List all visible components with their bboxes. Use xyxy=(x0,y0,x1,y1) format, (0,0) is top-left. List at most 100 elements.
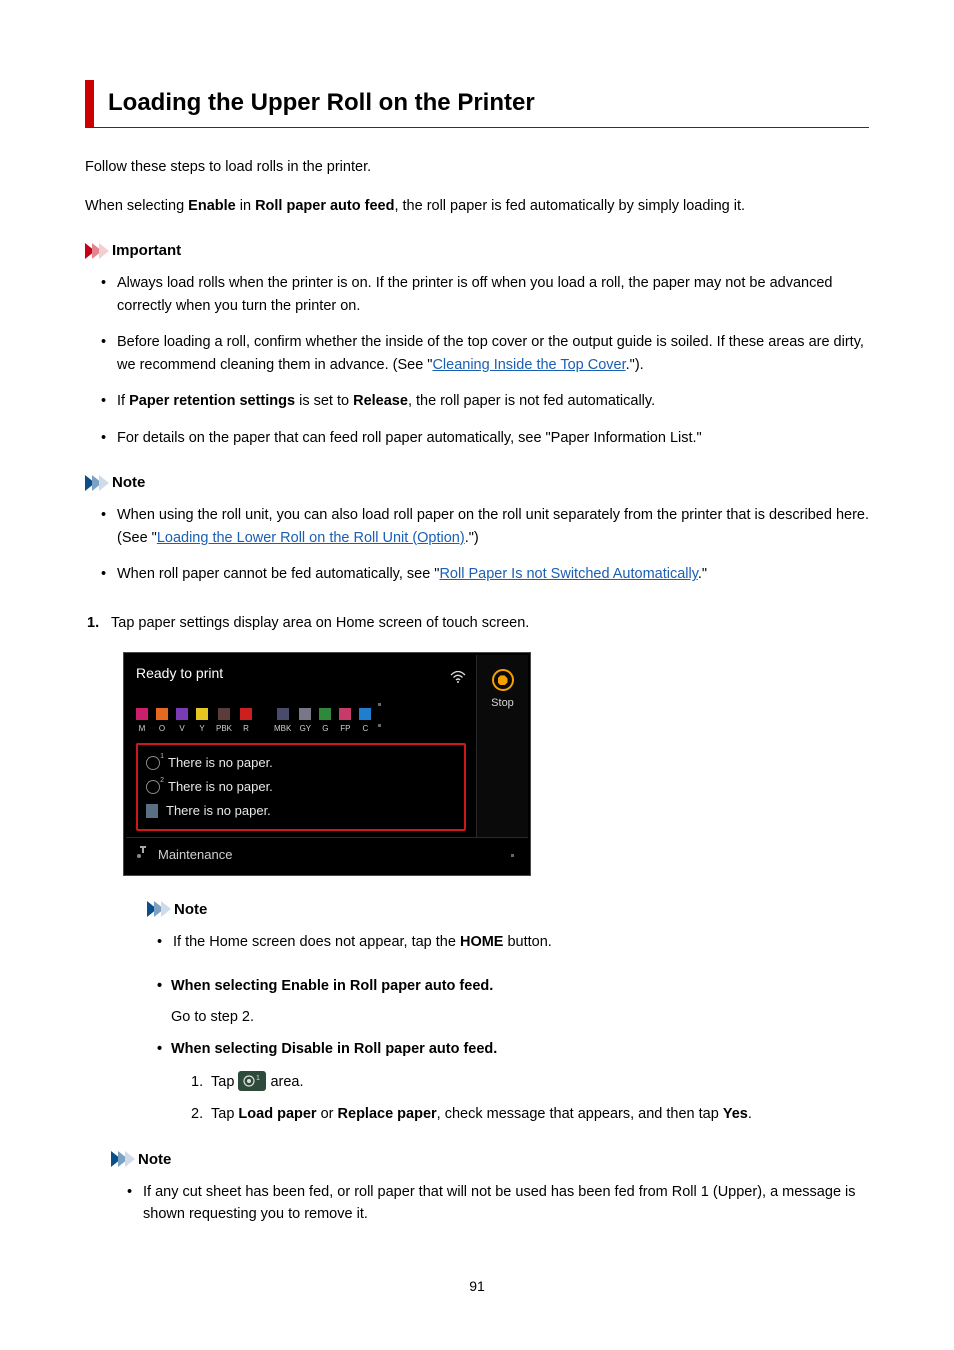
ink-swatch: GY xyxy=(299,708,311,735)
text: is set to xyxy=(295,393,353,409)
note-label: Note xyxy=(112,471,145,494)
touchscreen-screenshot: Ready to print MOVY PBK R MBK GY G FP C xyxy=(123,652,531,875)
text: Tap xyxy=(211,1106,238,1122)
step-number: 1. xyxy=(87,612,99,634)
roll1-pill-icon: 1 xyxy=(238,1071,266,1091)
important-list: Always load rolls when the printer is on… xyxy=(85,272,869,449)
ink-group-2: MBK GY G FP C xyxy=(274,708,371,735)
important-chevrons-icon xyxy=(85,243,106,259)
inner-num: 1. xyxy=(191,1071,203,1093)
text: When selecting xyxy=(85,198,188,214)
bold: Release xyxy=(353,393,408,409)
inner-step-1: 1. Tap 1 area. xyxy=(191,1071,869,1093)
ink-swatch: O xyxy=(156,708,168,735)
inner-step-2: 2. Tap Load paper or Replace paper, chec… xyxy=(191,1103,869,1125)
page-title: Loading the Upper Roll on the Printer xyxy=(108,84,869,121)
important-item: Always load rolls when the printer is on… xyxy=(101,272,869,317)
note-chevrons-icon xyxy=(85,475,106,491)
maintenance-label: Maintenance xyxy=(158,845,232,865)
text: button. xyxy=(503,934,551,950)
ink-swatch: FP xyxy=(339,708,351,735)
text: ." xyxy=(698,566,707,582)
note2-list: If the Home screen does not appear, tap … xyxy=(147,931,869,953)
ink-swatch: M xyxy=(136,708,148,735)
note-label: Note xyxy=(174,898,207,921)
text: If the Home screen does not appear, tap … xyxy=(173,934,460,950)
note3-list: If any cut sheet has been fed, or roll p… xyxy=(111,1181,869,1226)
note-item: When roll paper cannot be fed automatica… xyxy=(101,563,869,585)
important-item: If Paper retention settings is set to Re… xyxy=(101,390,869,412)
page-title-block: Loading the Upper Roll on the Printer xyxy=(85,80,869,128)
step-1: 1. Tap paper settings display area on Ho… xyxy=(87,612,869,1226)
paper-row-2: 2 There is no paper. xyxy=(146,775,456,799)
important-header: Important xyxy=(85,239,869,262)
paper-1-text: There is no paper. xyxy=(168,753,273,773)
ink-swatch: Y xyxy=(196,708,208,735)
wifi-icon xyxy=(450,668,466,680)
maintenance-icon xyxy=(136,845,150,865)
stop-icon xyxy=(492,669,514,691)
paper-row-1: 1 There is no paper. xyxy=(146,751,456,775)
page-number: 91 xyxy=(85,1276,869,1298)
sub-bullets: When selecting Enable in Roll paper auto… xyxy=(147,975,869,1125)
scr-side-dots xyxy=(375,695,383,735)
text: , check message that appears, and then t… xyxy=(437,1106,723,1122)
inner-steps: 1. Tap 1 area. 2. Tap Load paper or Repl… xyxy=(171,1071,869,1126)
text: . xyxy=(748,1106,752,1122)
note-chevrons-icon xyxy=(111,1151,132,1167)
note-header: Note xyxy=(85,471,869,494)
bold: Enable xyxy=(188,198,236,214)
note2-item: If the Home screen does not appear, tap … xyxy=(157,931,869,953)
ink-swatch: R xyxy=(240,708,252,735)
important-label: Important xyxy=(112,239,181,262)
bold: Paper retention settings xyxy=(129,393,295,409)
text: .") xyxy=(465,530,479,546)
ink-group-1: MOVY PBK R xyxy=(136,708,252,735)
step-1-text: Tap paper settings display area on Home … xyxy=(111,615,529,631)
lower-roll-link[interactable]: Loading the Lower Roll on the Roll Unit … xyxy=(157,530,465,546)
paper-3-text: There is no paper. xyxy=(166,801,271,821)
note-item: When using the roll unit, you can also l… xyxy=(101,504,869,549)
ink-swatch: PBK xyxy=(216,708,232,735)
text: , the roll paper is fed automatically by… xyxy=(394,198,745,214)
ink-swatch: C xyxy=(359,708,371,735)
scr-ready-row: Ready to print xyxy=(136,663,466,685)
important-item: Before loading a roll, confirm whether t… xyxy=(101,331,869,376)
note-list: When using the roll unit, you can also l… xyxy=(85,504,869,585)
important-item: For details on the paper that can feed r… xyxy=(101,427,869,449)
note-header-3: Note xyxy=(111,1148,869,1171)
ink-swatch: MBK xyxy=(274,708,291,735)
text: ."). xyxy=(626,357,644,373)
bold: HOME xyxy=(460,934,504,950)
note3-item: If any cut sheet has been fed, or roll p… xyxy=(127,1181,869,1226)
text: , the roll paper is not fed automaticall… xyxy=(408,393,655,409)
paper-settings-area[interactable]: 1 There is no paper. 2 There is no paper… xyxy=(136,743,466,831)
maintenance-row: Maintenance xyxy=(126,837,528,872)
steps-list: 1. Tap paper settings display area on Ho… xyxy=(85,612,869,1226)
scr-ready-text: Ready to print xyxy=(136,663,223,685)
svg-text:1: 1 xyxy=(256,1075,260,1082)
bold: Replace paper xyxy=(338,1106,437,1122)
note-header-2: Note xyxy=(147,898,869,921)
bold: Yes xyxy=(723,1106,748,1122)
stop-label: Stop xyxy=(491,695,514,712)
scr-right-panel: Stop xyxy=(476,655,528,837)
auto-switch-link[interactable]: Roll Paper Is not Switched Automatically xyxy=(439,566,697,582)
roll1-icon: 1 xyxy=(146,756,160,770)
bold: Load paper xyxy=(238,1106,316,1122)
text: When roll paper cannot be fed automatica… xyxy=(117,566,439,582)
sheet-icon xyxy=(146,804,158,818)
sub-enable-title: When selecting Enable in Roll paper auto… xyxy=(171,978,493,994)
sub-enable: When selecting Enable in Roll paper auto… xyxy=(157,975,869,1028)
sub-enable-desc: Go to step 2. xyxy=(171,1006,869,1028)
ink-swatch: G xyxy=(319,708,331,735)
cleaning-link[interactable]: Cleaning Inside the Top Cover xyxy=(432,357,625,373)
text: area. xyxy=(266,1074,303,1090)
roll2-icon: 2 xyxy=(146,780,160,794)
paper-row-3: There is no paper. xyxy=(146,799,456,823)
text: or xyxy=(317,1106,338,1122)
bold: Roll paper auto feed xyxy=(255,198,394,214)
ink-swatch: V xyxy=(176,708,188,735)
note-label: Note xyxy=(138,1148,171,1171)
sub-disable-title: When selecting Disable in Roll paper aut… xyxy=(171,1041,497,1057)
